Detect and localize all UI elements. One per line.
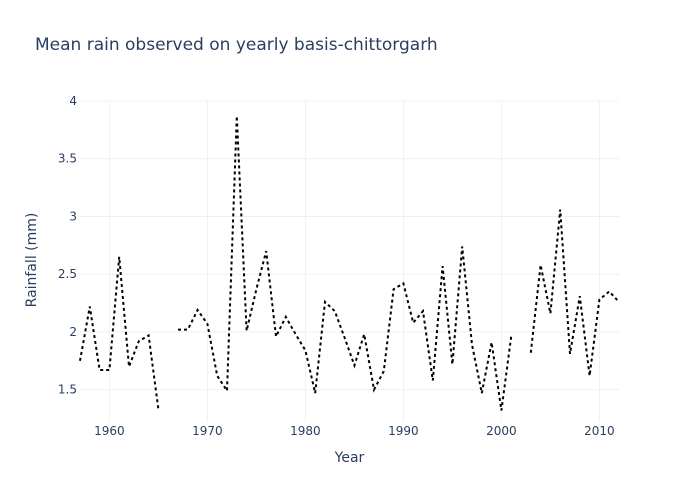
y-tick-label: 3.5 — [58, 152, 77, 166]
chart-title: Mean rain observed on yearly basis-chitt… — [35, 35, 438, 55]
x-tick-label: 2010 — [584, 424, 615, 438]
x-axis-title: Year — [334, 450, 365, 466]
x-tick-label: 2000 — [486, 424, 517, 438]
y-tick-label: 3 — [69, 209, 77, 223]
y-tick-label: 4 — [69, 94, 77, 108]
x-tick-label: 1960 — [94, 424, 125, 438]
x-tick-label: 1970 — [192, 424, 223, 438]
y-tick-label: 1.5 — [58, 383, 77, 397]
x-axis-ticks: 1960 1970 1980 1990 2000 2010 — [94, 424, 615, 438]
x-tick-label: 1990 — [388, 424, 419, 438]
series-line — [79, 115, 620, 411]
series-layer — [79, 115, 620, 411]
x-tick-label: 1980 — [290, 424, 321, 438]
y-axis-ticks: 1.5 2 2.5 3 3.5 4 — [58, 94, 77, 397]
y-tick-label: 2 — [69, 325, 77, 339]
y-axis-title: Rainfall (mm) — [24, 213, 40, 308]
y-tick-label: 2.5 — [58, 267, 77, 281]
gridlines — [80, 100, 619, 422]
